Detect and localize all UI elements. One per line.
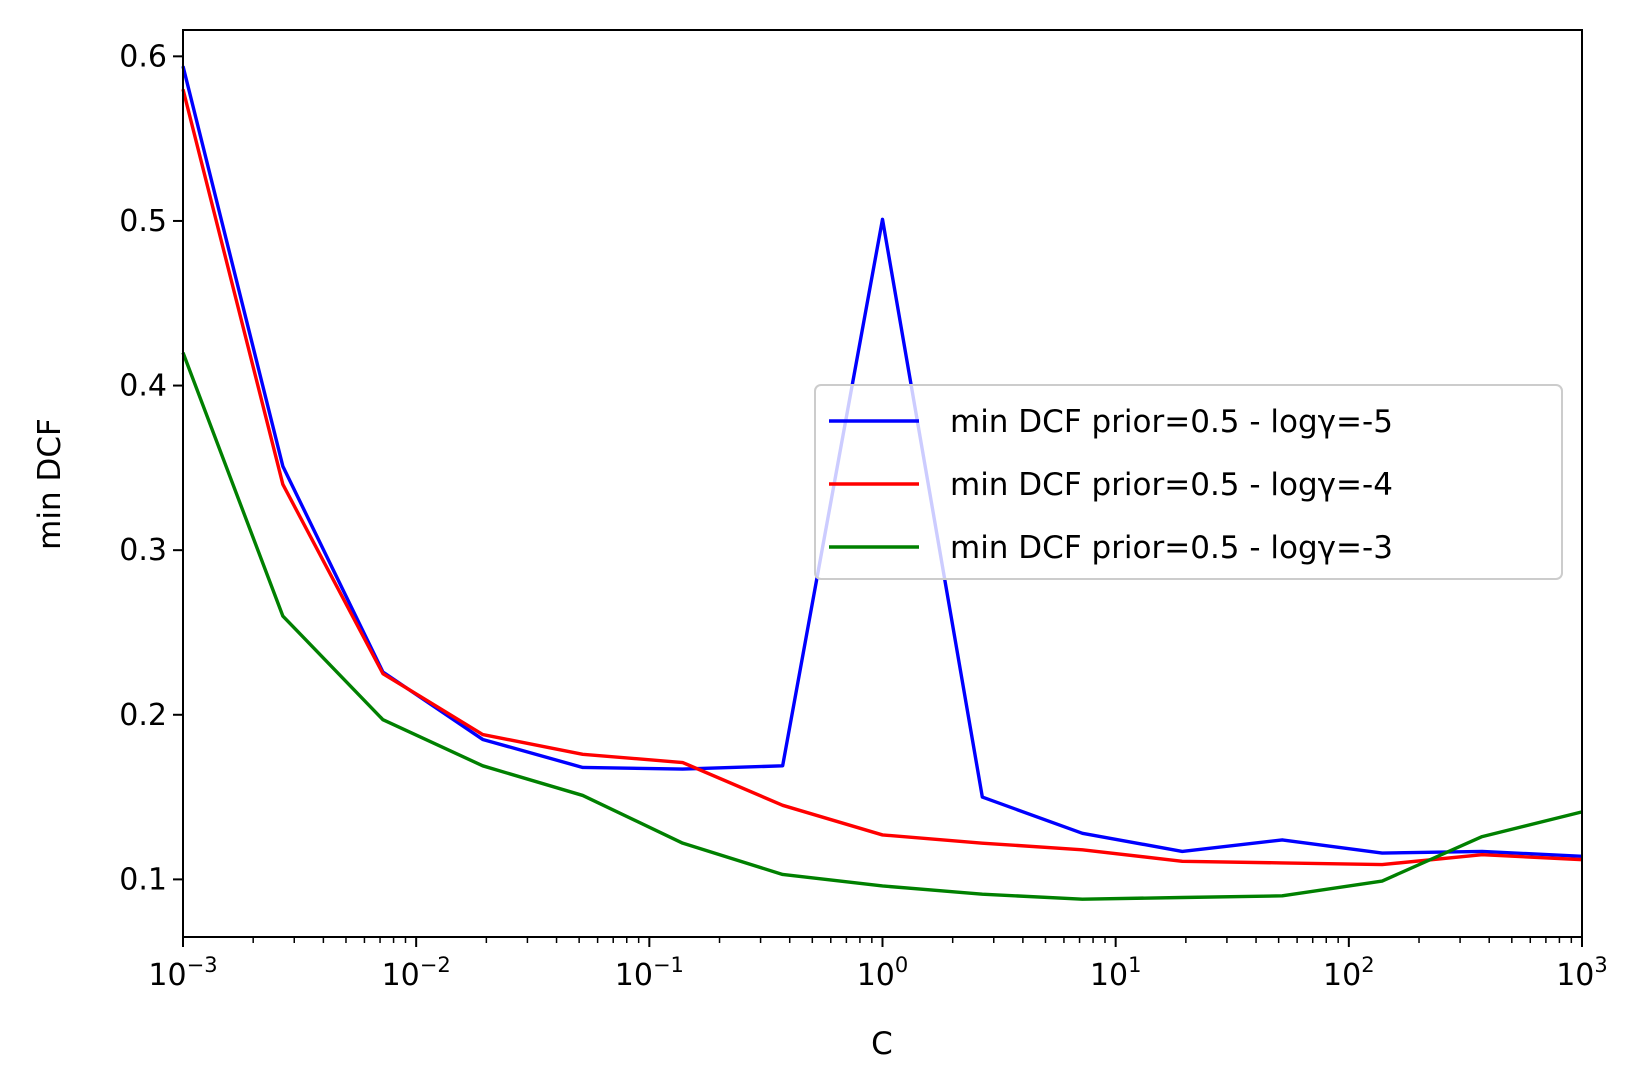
legend-label-2: min DCF prior=0.5 - logγ=-4 xyxy=(950,467,1393,503)
x-tick-label-exponent: 2 xyxy=(1361,953,1374,977)
x-tick-label-base: 10 xyxy=(1090,958,1128,993)
y-tick-label: 0.4 xyxy=(119,369,167,404)
x-tick-label: 101 xyxy=(1090,953,1142,993)
x-tick-label-exponent: −3 xyxy=(187,953,218,977)
series-line-3 xyxy=(181,352,1583,901)
legend-box xyxy=(814,384,1563,580)
x-tick-label-base: 10 xyxy=(1323,958,1361,993)
x-tick-label-base: 10 xyxy=(1556,958,1594,993)
x-tick-label: 102 xyxy=(1323,953,1375,993)
x-tick-label-base: 10 xyxy=(615,958,653,993)
x-tick-label: 10−2 xyxy=(382,953,451,993)
x-tick-label-exponent: −1 xyxy=(653,953,684,977)
y-tick-label: 0.3 xyxy=(119,533,167,568)
x-tick-label-exponent: 1 xyxy=(1128,953,1141,977)
x-tick-label: 100 xyxy=(857,953,909,993)
legend: min DCF prior=0.5 - logγ=-5 min DCF prior… xyxy=(814,384,1563,580)
x-tick-label: 103 xyxy=(1556,953,1608,993)
y-tick-label: 0.1 xyxy=(119,862,167,897)
x-tick-label: 10−3 xyxy=(148,953,217,993)
axes-layer: 0.10.20.30.40.50.610−3 10−2 10−1 100 101 102 1… xyxy=(119,29,1608,993)
series-layer xyxy=(181,65,1583,901)
x-tick-label-base: 10 xyxy=(857,958,895,993)
x-tick-label-exponent: −2 xyxy=(420,953,451,977)
x-tick-label-base: 10 xyxy=(382,958,420,993)
y-tick-label: 0.6 xyxy=(119,39,167,74)
y-tick-label: 0.2 xyxy=(119,698,167,733)
x-axis-title: C xyxy=(871,1026,893,1062)
x-tick-label-base: 10 xyxy=(148,958,186,993)
y-tick-label: 0.5 xyxy=(119,204,167,239)
legend-label-3: min DCF prior=0.5 - logγ=-3 xyxy=(950,530,1393,566)
legend-label-1: min DCF prior=0.5 - logγ=-5 xyxy=(950,404,1393,440)
series-line-2 xyxy=(181,88,1583,867)
x-tick-label: 10−1 xyxy=(615,953,684,993)
y-axis-title: min DCF xyxy=(32,418,68,550)
x-tick-label-exponent: 3 xyxy=(1594,953,1607,977)
x-tick-label-exponent: 0 xyxy=(895,953,908,977)
